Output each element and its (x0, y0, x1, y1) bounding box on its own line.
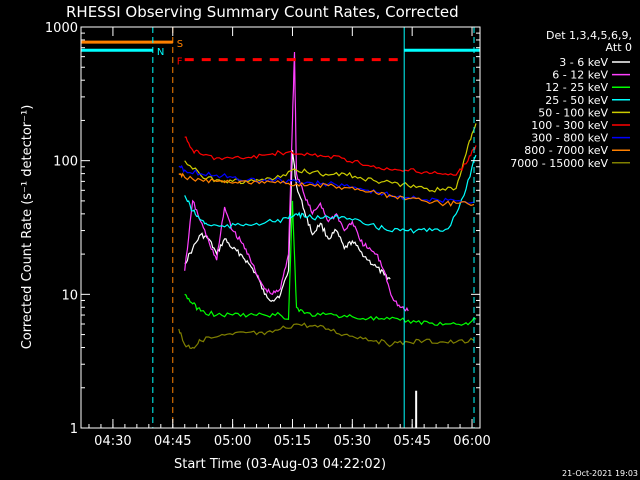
series-line-3 (184, 154, 477, 234)
legend-label-8: 7000 - 15000 keV (510, 157, 608, 170)
vertical-line-layer: S N F (152, 27, 475, 428)
series-line-4 (184, 123, 477, 193)
x-axis: 04:30 04:45 05:00 05:15 05:30 05:45 06:00 (88, 27, 491, 449)
x-tick-label-1: 04:45 (154, 434, 191, 449)
legend-label-6: 300 - 800 keV (531, 132, 608, 145)
y-axis-label: Corrected Count Rate (s⁻¹ detector⁻¹) (20, 105, 35, 350)
x-tick-label-3: 05:15 (274, 434, 311, 449)
legend-label-1: 6 - 12 keV (552, 69, 608, 82)
series-line-7 (178, 172, 475, 207)
series-line-5 (184, 136, 477, 176)
legend-header-1: Att 0 (606, 41, 632, 54)
y-axis: 1 10 100 1000 (45, 21, 480, 437)
x-tick-label-5: 05:45 (393, 434, 430, 449)
series-layer (178, 51, 477, 428)
legend-label-7: 800 - 7000 keV (524, 144, 608, 157)
legend-label-3: 25 - 50 keV (545, 94, 608, 107)
y-tick-label-2: 100 (53, 155, 78, 170)
y-tick-label-1: 10 (61, 288, 78, 303)
flag-layer (81, 40, 480, 62)
series-line-1 (184, 51, 409, 312)
legend-label-0: 3 - 6 keV (559, 56, 608, 69)
x-tick-label-2: 05:00 (214, 434, 251, 449)
series-line-2 (184, 200, 477, 326)
y-tick-label-0: 1 (70, 422, 78, 437)
legend-label-2: 12 - 25 keV (545, 81, 608, 94)
legend-label-4: 50 - 100 keV (538, 106, 608, 119)
x-axis-label: Start Time (03-Aug-03 04:22:02) (174, 457, 386, 472)
flag-label-0: S (177, 39, 183, 50)
x-tick-label-6: 06:00 (453, 434, 490, 449)
date-stamp: 21-Oct-2021 19:03 (562, 469, 638, 478)
flag-label-1: N (157, 47, 164, 58)
legend-label-5: 100 - 300 keV (531, 119, 608, 132)
series-line-0 (184, 150, 391, 303)
flag-label-3: F (177, 57, 183, 68)
x-tick-label-4: 05:30 (334, 434, 371, 449)
series-line-8 (178, 322, 475, 350)
y-tick-label-3: 1000 (45, 21, 78, 36)
legend-header-0: Det 1,3,4,5,6,9, (546, 29, 632, 42)
x-tick-label-0: 04:30 (94, 434, 131, 449)
chart-title: RHESSI Observing Summary Count Rates, Co… (66, 3, 459, 21)
